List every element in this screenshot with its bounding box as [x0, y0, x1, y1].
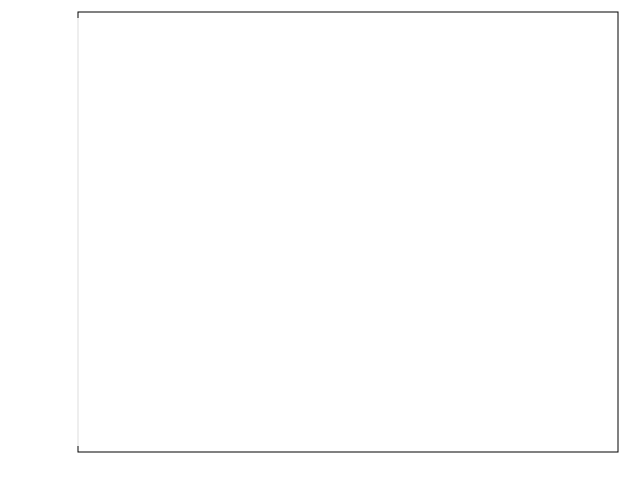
- plot-area: [78, 12, 618, 452]
- ber-vs-snr-chart: [0, 0, 640, 502]
